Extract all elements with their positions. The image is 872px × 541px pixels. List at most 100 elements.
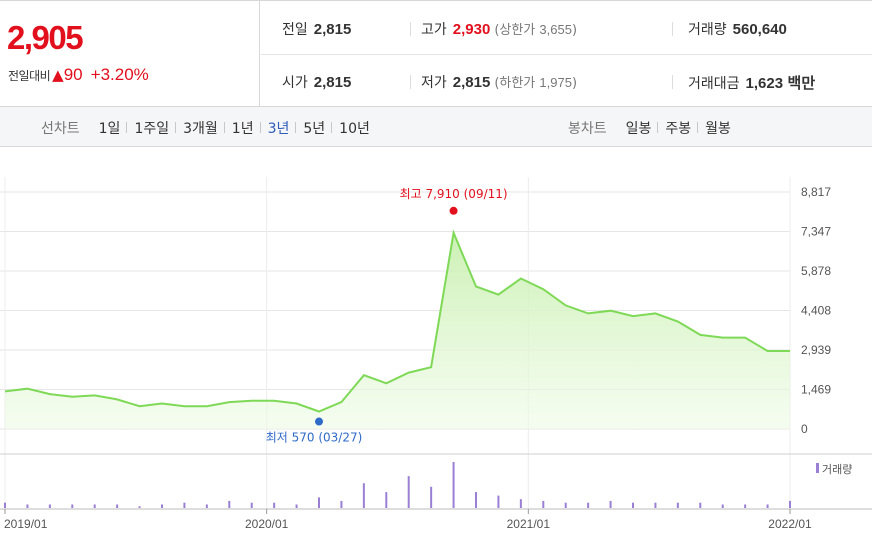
volume-bar bbox=[721, 504, 724, 508]
volume-bar bbox=[340, 500, 343, 508]
tab-5y[interactable]: 5년 bbox=[295, 118, 332, 138]
volume-bar bbox=[475, 492, 477, 508]
current-price: 2,905 bbox=[7, 19, 84, 56]
x-tick-label: 2022/01 bbox=[768, 517, 812, 531]
upper-limit-value: 3,655 bbox=[539, 22, 572, 37]
volume-bar bbox=[430, 486, 433, 508]
prev-close: 전일 2,815 bbox=[282, 19, 351, 39]
volume-legend: 거래량 bbox=[822, 463, 852, 476]
open-price: 시가 2,815 bbox=[282, 72, 351, 92]
tab-1w[interactable]: 1주일 bbox=[126, 118, 176, 138]
tab-1d[interactable]: 1일 bbox=[98, 121, 121, 137]
price-area bbox=[5, 232, 790, 429]
tab-weekly[interactable]: 주봉 bbox=[657, 118, 698, 138]
volume-bar bbox=[250, 502, 253, 508]
volume-bar bbox=[676, 502, 679, 508]
volume-bar bbox=[161, 504, 163, 508]
volume-bar bbox=[273, 502, 276, 508]
change-row: 전일대비 ▲90 +3.20% bbox=[8, 65, 149, 85]
change-percent: +3.20% bbox=[90, 65, 149, 84]
volume-bar bbox=[766, 504, 769, 508]
high-annotation: 최고 7,910 (09/11) bbox=[400, 187, 508, 201]
divider bbox=[410, 75, 411, 89]
day-high: 고가 2,930 (상한가 3,655) bbox=[421, 19, 577, 39]
volume-bar bbox=[205, 504, 208, 508]
change-value: 90 bbox=[63, 65, 83, 84]
change-label: 전일대비 bbox=[8, 69, 51, 83]
divider bbox=[410, 22, 411, 36]
low-value: 2,815 bbox=[452, 74, 491, 91]
volume-bar bbox=[71, 504, 74, 508]
lower-limit: (하한가 1,975) bbox=[494, 75, 578, 91]
current-price-box: 2,905 전일대비 ▲90 +3.20% bbox=[0, 1, 260, 107]
tab-3y[interactable]: 3년 bbox=[259, 118, 297, 138]
price-chart[interactable]: 8,817 7,347 5,878 4,408 2,939 1,469 0 최고 7,910… bbox=[0, 147, 872, 541]
x-axis: 2019/01 2020/01 2021/01 2022/01 bbox=[4, 509, 812, 531]
volume-bar bbox=[48, 504, 51, 508]
lower-limit-value: 1,975 bbox=[539, 75, 572, 90]
volume-bar bbox=[587, 502, 590, 508]
divider bbox=[672, 22, 673, 36]
tab-monthly[interactable]: 월봉 bbox=[697, 118, 738, 138]
low-label: 저가 bbox=[421, 75, 447, 91]
open-label: 시가 bbox=[282, 75, 308, 91]
volume-legend-swatch bbox=[816, 463, 819, 473]
tab-3m[interactable]: 3개월 bbox=[175, 118, 225, 138]
volume-bar bbox=[542, 500, 545, 508]
row-divider bbox=[261, 54, 872, 55]
volume-bar bbox=[789, 500, 791, 508]
amount-value: 1,623 bbox=[745, 75, 784, 92]
y-tick-label: 7,347 bbox=[801, 225, 831, 239]
y-tick-label: 1,469 bbox=[801, 383, 831, 397]
amount-label: 거래대금 bbox=[688, 76, 740, 92]
high-value: 2,930 bbox=[452, 21, 491, 38]
volume-bar bbox=[564, 502, 567, 508]
upper-limit: (상한가 3,655) bbox=[494, 22, 578, 38]
amount-unit: 백만 bbox=[787, 75, 816, 92]
volume-bar bbox=[609, 500, 612, 508]
x-tick-label: 2020/01 bbox=[245, 517, 289, 531]
volume-bar bbox=[295, 504, 298, 508]
volume: 거래량 560,640 bbox=[688, 19, 787, 39]
high-marker bbox=[449, 206, 458, 215]
volume-bar bbox=[116, 504, 119, 508]
tab-1y[interactable]: 1년 bbox=[223, 118, 261, 138]
volume-bar bbox=[228, 500, 231, 508]
tab-10y[interactable]: 10년 bbox=[331, 118, 377, 138]
volume-bar bbox=[407, 476, 410, 508]
candle-chart-tabs: 봉차트 일봉 주봉 월봉 bbox=[568, 118, 738, 138]
volume-bar bbox=[654, 502, 657, 508]
volume-bar bbox=[744, 504, 747, 508]
candle-chart-label: 봉차트 bbox=[568, 121, 607, 137]
volume-bar bbox=[385, 492, 388, 508]
tab-daily[interactable]: 일봉 bbox=[625, 121, 652, 137]
high-label: 고가 bbox=[421, 22, 447, 38]
x-tick-label: 2019/01 bbox=[4, 517, 48, 531]
y-tick-label: 5,878 bbox=[801, 264, 831, 278]
volume-value: 560,640 bbox=[732, 21, 787, 38]
line-chart-tabs: 선차트 1일 1주일 3개월 1년 3년 5년 10년 bbox=[41, 118, 377, 138]
up-arrow-icon: ▲ bbox=[52, 66, 64, 84]
volume-bar bbox=[138, 506, 141, 508]
price-line bbox=[4, 229, 790, 413]
lower-limit-label: 하한가 bbox=[499, 76, 536, 91]
chart-period-tabbar: 선차트 1일 1주일 3개월 1년 3년 5년 10년 봉차트 일봉 주봉 월봉 bbox=[0, 107, 872, 147]
volume-label: 거래량 bbox=[688, 22, 727, 38]
day-low: 저가 2,815 (하한가 1,975) bbox=[421, 72, 577, 92]
y-tick-label: 4,408 bbox=[801, 304, 831, 318]
trade-amount: 거래대금 1,623 백만 bbox=[688, 72, 815, 93]
volume-bar bbox=[452, 462, 455, 508]
volume-bars bbox=[4, 462, 791, 508]
y-axis: 8,817 7,347 5,878 4,408 2,939 1,469 0 bbox=[801, 185, 831, 436]
divider bbox=[672, 75, 673, 89]
open-value: 2,815 bbox=[313, 74, 352, 91]
volume-bar bbox=[519, 499, 522, 508]
y-tick-label: 2,939 bbox=[801, 343, 831, 357]
upper-limit-label: 상한가 bbox=[499, 23, 536, 38]
y-tick-label: 8,817 bbox=[801, 185, 831, 199]
prev-close-label: 전일 bbox=[282, 22, 308, 38]
line-chart-label: 선차트 bbox=[41, 121, 80, 137]
quote-panel: 2,905 전일대비 ▲90 +3.20% 전일 2,815 고가 2,930 (상한가 … bbox=[0, 0, 872, 107]
volume-bar bbox=[632, 502, 634, 508]
volume-bar bbox=[26, 504, 29, 508]
